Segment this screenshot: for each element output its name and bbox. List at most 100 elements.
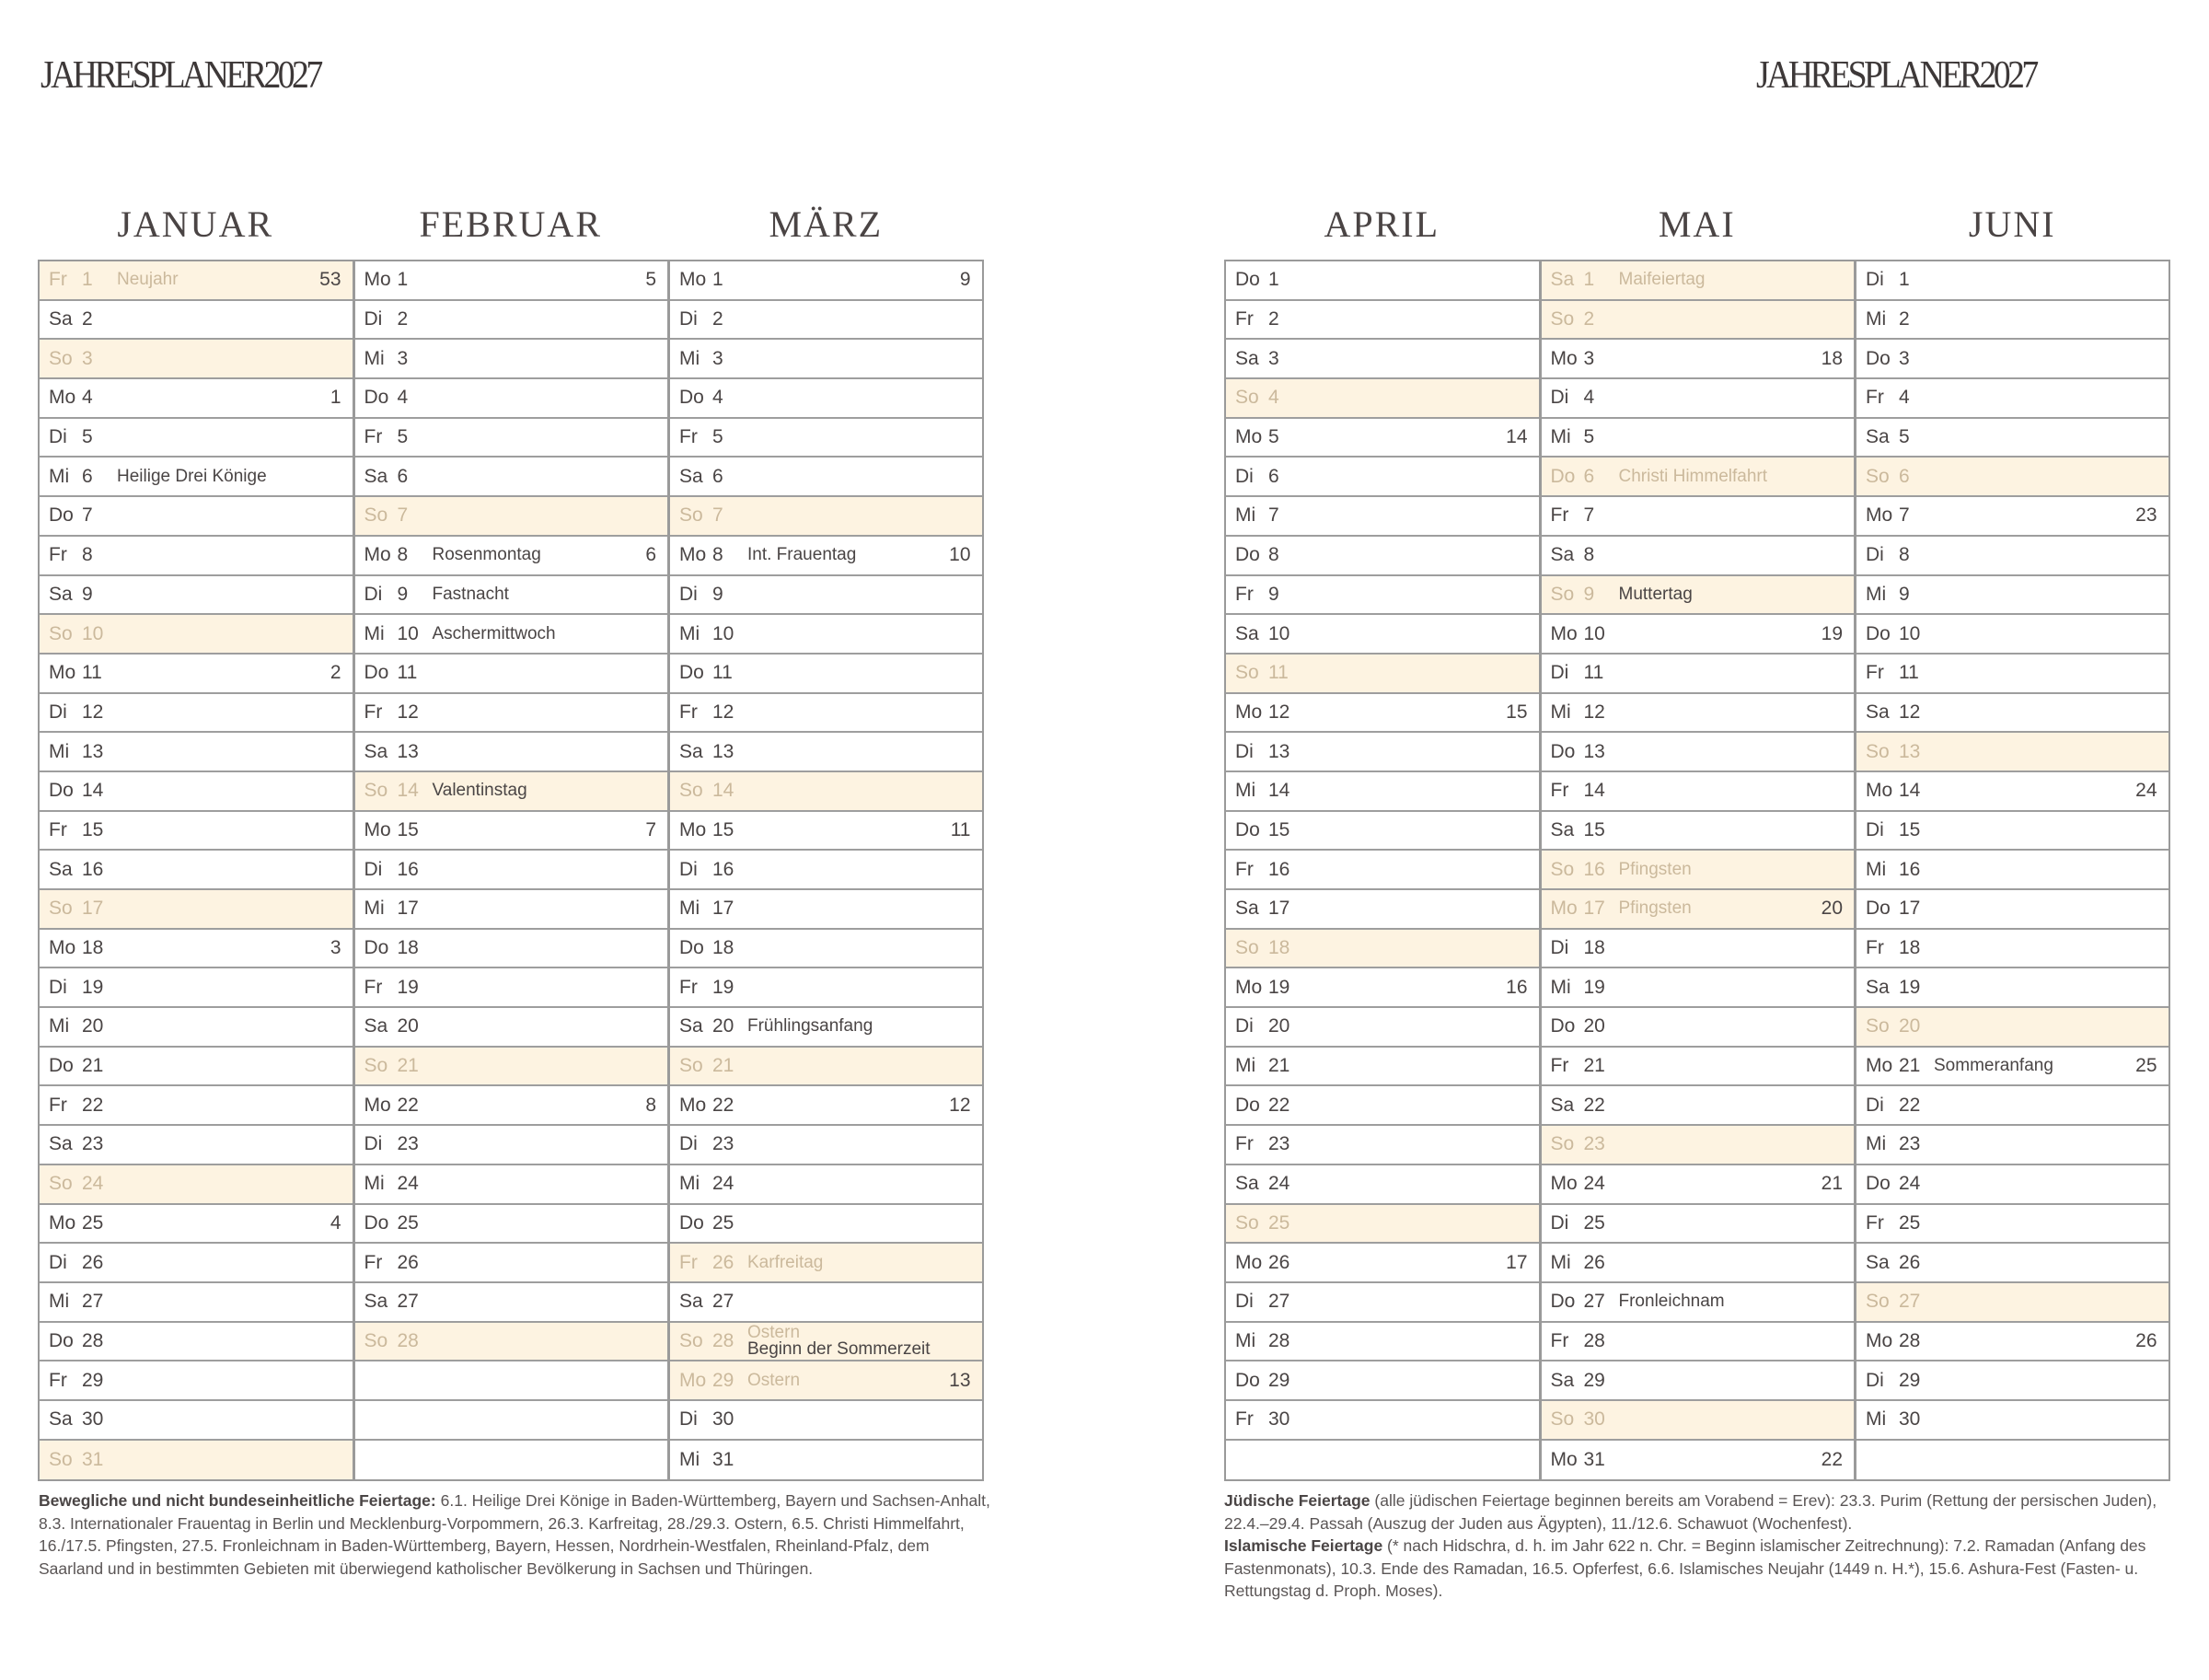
- day-row: Do 27 Fronleichnam: [1541, 1283, 1854, 1323]
- day-number: 1: [1583, 269, 1595, 291]
- day-number: 14: [1268, 780, 1290, 802]
- weekday: Di: [679, 1133, 698, 1155]
- weekday: Mi: [364, 347, 385, 369]
- day-row: Mi 2: [1856, 301, 2169, 341]
- day-number: 11: [712, 662, 733, 684]
- day-number: 25: [397, 1211, 419, 1234]
- day-number: 30: [1583, 1408, 1605, 1431]
- day-row: Do 7: [40, 497, 353, 537]
- footnote-heading: Bewegliche und nicht bundeseinheitliche …: [39, 1491, 436, 1510]
- day-row: Di 9 Fastnacht: [354, 576, 667, 616]
- weekday: So: [364, 780, 388, 802]
- day-number: 14: [82, 780, 104, 802]
- day-row: Mi 3: [354, 340, 667, 380]
- weekday: Fr: [49, 544, 67, 566]
- weekday: Mo: [1866, 1329, 1893, 1351]
- left-page-calendar: JANUAR Fr 1 Neujahr 53 Sa 2 So 3 Mo 4 1 Di 5 Mi 6 Heilig…: [38, 199, 984, 1482]
- day-row: Do 25: [670, 1205, 982, 1245]
- weekday: Do: [364, 937, 389, 959]
- day-row: Mo 11 2: [40, 655, 353, 694]
- day-row: Mi 24: [670, 1165, 982, 1205]
- day-number: 23: [1268, 1133, 1290, 1155]
- day-row: Di 25: [1541, 1205, 1854, 1245]
- day-row: So 18: [1226, 929, 1539, 969]
- weekday: Do: [364, 387, 389, 409]
- day-number: 11: [1899, 662, 1919, 684]
- weekday: Fr: [679, 701, 698, 723]
- weekday: So: [1550, 1408, 1575, 1431]
- day-number: 10: [397, 622, 419, 644]
- week-number: 16: [1506, 976, 1528, 998]
- week-number: 22: [1821, 1448, 1843, 1470]
- weekday: Sa: [1866, 701, 1890, 723]
- weekday: Mi: [1550, 701, 1571, 723]
- weekday: Mi: [679, 347, 700, 369]
- day-row: Di 16: [354, 851, 667, 890]
- weekday: Sa: [364, 740, 388, 762]
- day-number: 15: [1268, 818, 1290, 840]
- week-number: 7: [645, 818, 656, 840]
- day-row: Mi 6 Heilige Drei Könige: [40, 458, 353, 498]
- day-row: Do 17: [1856, 890, 2169, 930]
- day-note: Fastnacht: [432, 584, 509, 604]
- day-row: Mi 20: [40, 1008, 353, 1048]
- day-number: 6: [1899, 465, 1910, 487]
- day-number: 6: [712, 465, 723, 487]
- weekday: So: [49, 898, 73, 920]
- day-number: 21: [1268, 1055, 1290, 1077]
- day-row: Di 13: [1226, 733, 1539, 772]
- day-number: 6: [397, 465, 409, 487]
- day-row: Mo 15 7: [354, 812, 667, 852]
- day-number: 26: [1899, 1251, 1921, 1273]
- day-row: Sa 5: [1856, 419, 2169, 458]
- day-number: 3: [397, 347, 409, 369]
- day-number: 2: [712, 308, 723, 330]
- weekday: So: [49, 347, 73, 369]
- weekday: So: [1866, 740, 1890, 762]
- day-row: Fr 5: [670, 419, 982, 458]
- weekday: Mo: [1235, 701, 1263, 723]
- weekday: Fr: [679, 976, 698, 998]
- day-number: 9: [1583, 583, 1595, 605]
- day-row: Di 8: [1856, 537, 2169, 576]
- day-number: 18: [1899, 937, 1921, 959]
- weekday: Mi: [1550, 1251, 1571, 1273]
- day-row: Do 6 Christi Himmelfahrt: [1541, 458, 1854, 498]
- weekday: Di: [679, 308, 698, 330]
- day-row: Mi 14: [1226, 772, 1539, 812]
- day-number: 7: [1583, 504, 1595, 527]
- day-row: Mi 10: [670, 615, 982, 655]
- day-number: 10: [712, 622, 734, 644]
- day-row: Sa 10: [1226, 615, 1539, 655]
- day-number: 30: [1268, 1408, 1290, 1431]
- day-row: So 28: [354, 1322, 667, 1362]
- day-number: 6: [1268, 465, 1279, 487]
- page-title-right: JAHRESPLANER2027: [1756, 54, 2039, 97]
- weekday: Di: [49, 701, 67, 723]
- weekday: Fr: [1550, 1055, 1569, 1077]
- weekday: Fr: [364, 976, 383, 998]
- weekday: Fr: [1235, 1408, 1254, 1431]
- weekday: So: [1550, 308, 1575, 330]
- weekday: Fr: [364, 701, 383, 723]
- weekday: Mo: [1550, 622, 1578, 644]
- day-row: Sa 1 Maifeiertag: [1541, 261, 1854, 301]
- day-number: 22: [82, 1094, 104, 1116]
- weekday: Do: [1866, 347, 1891, 369]
- day-number: 31: [1583, 1448, 1605, 1470]
- weekday: Do: [1235, 269, 1260, 291]
- day-row: Do 15: [1226, 812, 1539, 852]
- day-number: 3: [1268, 347, 1279, 369]
- weekday: Mo: [1866, 780, 1893, 802]
- weekday: Di: [679, 858, 698, 880]
- day-number: 25: [1268, 1211, 1290, 1234]
- day-note: Fronleichnam: [1618, 1292, 1725, 1312]
- day-row: Do 14: [40, 772, 353, 812]
- weekday: Fr: [679, 1251, 698, 1273]
- day-row: Fr 5: [354, 419, 667, 458]
- weekday: Mo: [49, 387, 76, 409]
- weekday: Fr: [49, 1369, 67, 1391]
- day-row: Do 22: [1226, 1086, 1539, 1127]
- month-februar: FEBRUAR Mo 1 5 Di 2 Mi 3 Do 4 Fr 5 Sa 6 So 7 Mo 8 Rosenmon…: [353, 199, 668, 1482]
- weekday: Do: [1866, 1173, 1891, 1195]
